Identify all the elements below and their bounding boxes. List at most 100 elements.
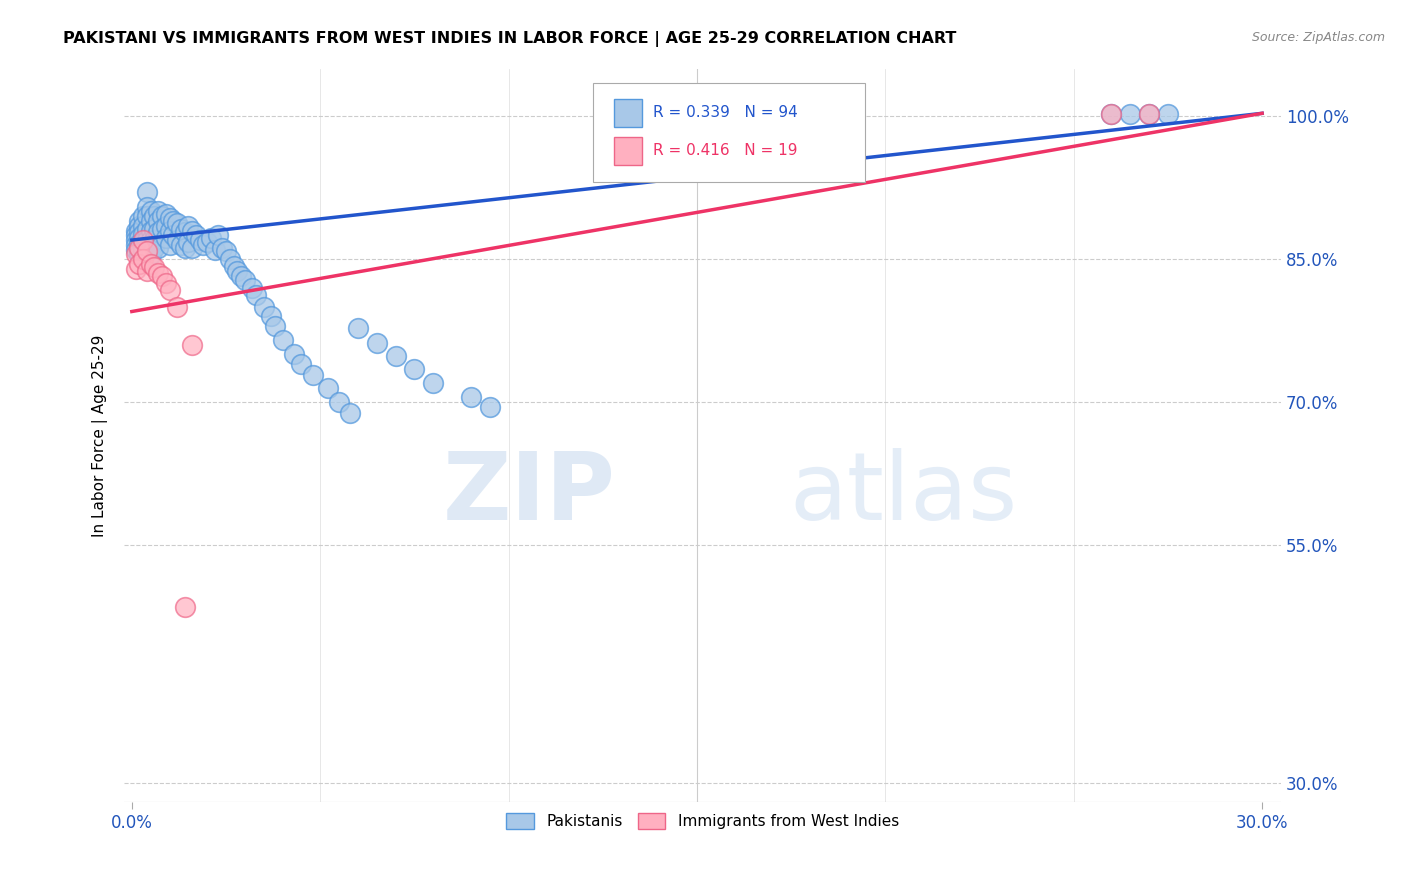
Legend: Pakistanis, Immigrants from West Indies: Pakistanis, Immigrants from West Indies <box>501 806 905 835</box>
Point <box>1137 107 1160 121</box>
Point <box>260 310 283 324</box>
Point <box>1137 107 1160 121</box>
Text: PAKISTANI VS IMMIGRANTS FROM WEST INDIES IN LABOR FORCE | AGE 25-29 CORRELATION : PAKISTANI VS IMMIGRANTS FROM WEST INDIES… <box>63 31 956 47</box>
Bar <box>613 136 643 165</box>
Point <box>148 241 170 255</box>
Point <box>155 276 177 290</box>
Point <box>253 300 276 314</box>
Point <box>181 241 204 255</box>
Point <box>173 226 195 240</box>
Point <box>159 237 181 252</box>
Point <box>124 233 146 247</box>
Point <box>132 209 155 223</box>
Point <box>135 241 157 255</box>
Point <box>143 209 166 223</box>
Point <box>204 243 226 257</box>
Point <box>124 261 146 276</box>
Point <box>200 231 222 245</box>
Point <box>159 211 181 226</box>
Point <box>162 228 184 243</box>
Point <box>128 226 150 240</box>
Point <box>159 283 181 297</box>
Point <box>143 233 166 247</box>
Point <box>139 214 162 228</box>
Point <box>283 347 305 361</box>
Text: ZIP: ZIP <box>443 448 616 540</box>
Point <box>328 395 350 409</box>
Point <box>166 233 188 247</box>
Point <box>143 241 166 255</box>
Point <box>135 200 157 214</box>
Point <box>207 228 229 243</box>
Text: R = 0.416   N = 19: R = 0.416 N = 19 <box>652 144 797 159</box>
Point <box>422 376 444 390</box>
Point <box>173 599 195 614</box>
Point <box>159 223 181 237</box>
Point <box>245 288 267 302</box>
Point <box>211 241 233 255</box>
Point <box>148 204 170 219</box>
Point <box>347 320 370 334</box>
Point <box>226 263 249 277</box>
Point <box>339 407 361 421</box>
Point <box>135 233 157 247</box>
Point <box>1119 107 1142 121</box>
Text: Source: ZipAtlas.com: Source: ZipAtlas.com <box>1251 31 1385 45</box>
Point <box>177 235 200 249</box>
Point <box>128 219 150 233</box>
Point <box>404 361 426 376</box>
Point <box>181 338 204 352</box>
Point <box>215 244 238 259</box>
Point <box>132 227 155 242</box>
Point <box>162 214 184 228</box>
Point <box>181 223 204 237</box>
Point <box>135 209 157 223</box>
Point <box>148 214 170 228</box>
Point <box>124 228 146 243</box>
Point <box>195 235 218 249</box>
Point <box>478 400 501 414</box>
Point <box>128 231 150 245</box>
Point <box>132 219 155 233</box>
Point <box>150 269 173 284</box>
Point <box>132 235 155 249</box>
Point <box>135 244 157 259</box>
Point <box>366 335 388 350</box>
Point <box>148 266 170 280</box>
Point <box>155 207 177 221</box>
Point <box>128 241 150 255</box>
Point <box>132 233 155 247</box>
Point <box>128 247 150 261</box>
Point <box>148 226 170 240</box>
Point <box>124 223 146 237</box>
Text: R = 0.339   N = 94: R = 0.339 N = 94 <box>652 105 797 120</box>
Point <box>128 236 150 251</box>
Bar <box>613 99 643 127</box>
Point <box>124 237 146 252</box>
Text: atlas: atlas <box>789 448 1018 540</box>
Point <box>139 241 162 255</box>
Point <box>132 243 155 257</box>
Point <box>233 273 256 287</box>
Point <box>193 237 215 252</box>
Point <box>143 221 166 235</box>
Point <box>124 247 146 261</box>
Point <box>132 252 155 266</box>
Point <box>301 368 323 383</box>
Point <box>177 219 200 233</box>
Point <box>155 219 177 233</box>
Point <box>222 259 245 273</box>
Point <box>170 221 193 235</box>
Point <box>290 357 312 371</box>
Point <box>218 252 240 266</box>
Point <box>155 231 177 245</box>
Point <box>139 247 162 261</box>
Point <box>135 186 157 200</box>
Point <box>166 300 188 314</box>
Point <box>128 243 150 257</box>
Point <box>1099 107 1122 121</box>
Point <box>135 221 157 235</box>
Point <box>124 243 146 257</box>
Y-axis label: In Labor Force | Age 25-29: In Labor Force | Age 25-29 <box>93 334 108 537</box>
Point <box>1157 107 1180 121</box>
